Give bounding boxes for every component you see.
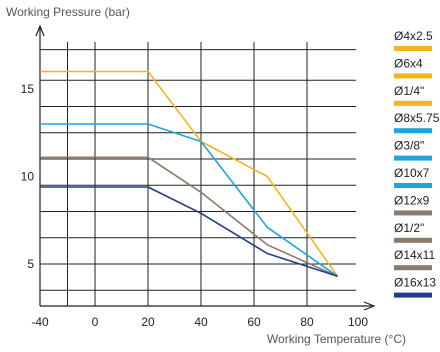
legend-label: Ø6x4 [394,56,423,70]
legend-label: Ø16x13 [394,276,436,290]
legend-swatch [394,210,432,216]
legend: Ø4x2.5 Ø6x4 Ø1/4" Ø8x5.75 Ø3/8" Ø10x7 Ø12x9 Ø1/… [394,29,440,298]
legend-label: Ø8x5.75 [394,111,440,125]
legend-swatch [394,292,432,298]
legend-swatch [394,46,432,51]
legend-swatch [394,155,432,161]
y-axis-title: Working Pressure (bar) [6,5,130,19]
x-tick-label: -40 [31,315,49,329]
legend-label: Ø10x7 [394,166,430,180]
legend-swatch [394,73,432,79]
legend-label: Ø1/4" [394,84,424,98]
legend-label: Ø1/2" [394,221,424,235]
legend-label: Ø3/8" [394,139,424,153]
x-tick-label: 60 [247,315,261,329]
legend-swatch [394,265,432,271]
x-tick-label: 0 [92,315,99,329]
y-axis-arrow [35,24,45,37]
y-tick-label: 15 [21,82,35,96]
legend-swatch [394,128,432,134]
x-axis-title: Working Temperature (°C) [267,332,406,346]
y-tick-label: 5 [27,257,34,271]
x-tick-label: 20 [141,315,155,329]
x-tick-label: 100 [348,315,368,329]
axes [35,24,376,311]
series-lines [40,70,339,278]
y-tick-label: 10 [21,170,35,184]
legend-swatch [394,183,432,188]
series-line-3 [40,156,338,278]
legend-label: Ø12x9 [394,193,430,207]
x-axis-arrow [363,301,376,311]
tick-labels: -40 0 20 40 60 80 100 5 10 15 [21,82,369,329]
x-tick-label: 80 [300,315,314,329]
series-line-2 [40,123,339,277]
legend-swatch [394,237,432,243]
series-line-4 [40,186,338,278]
legend-label: Ø4x2.5 [394,29,433,43]
legend-label: Ø14x11 [394,248,435,262]
x-tick-label: 40 [194,315,208,329]
legend-swatch [394,100,432,106]
